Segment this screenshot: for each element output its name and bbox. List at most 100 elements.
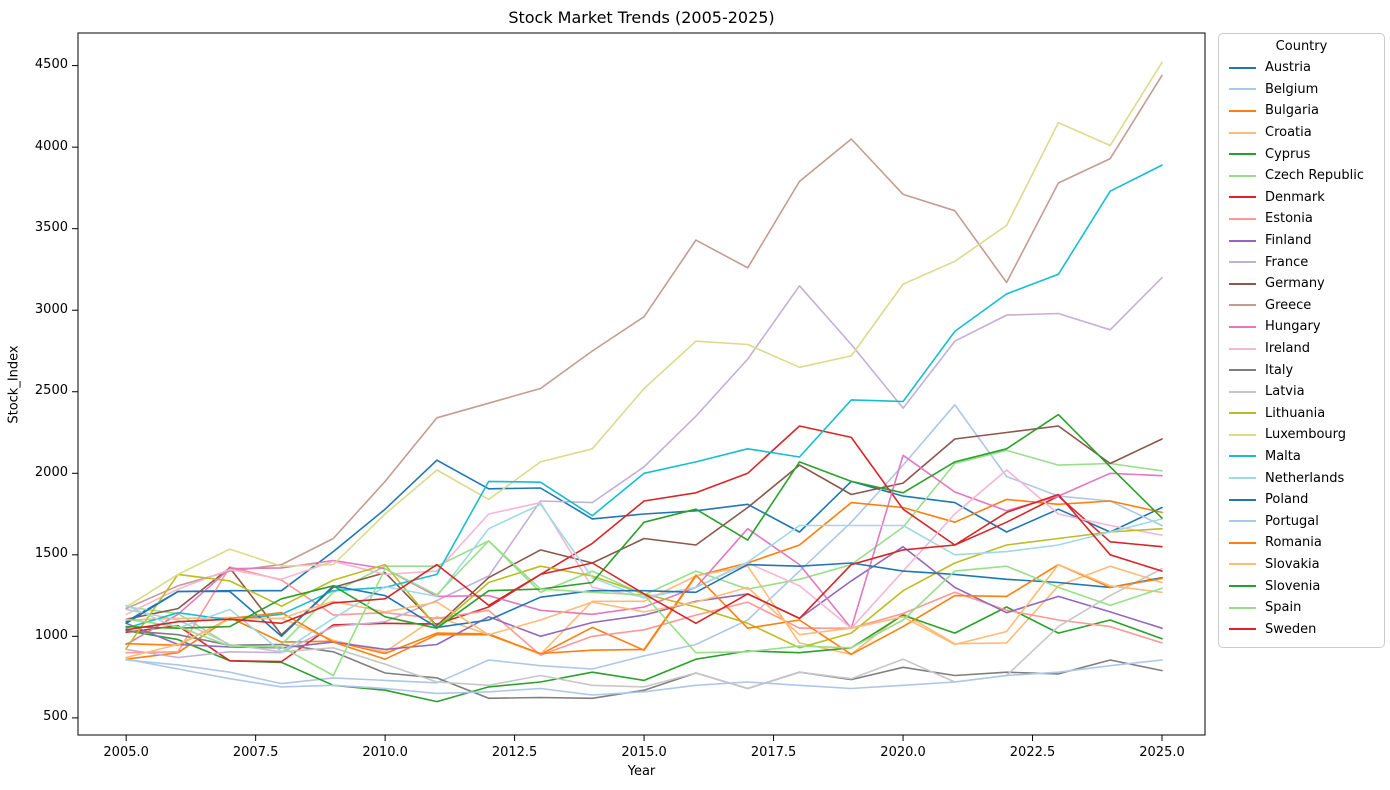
legend-item-luxembourg: Luxembourg <box>1219 424 1384 446</box>
legend-item-portugal: Portugal <box>1219 510 1384 532</box>
chart-title: Stock Market Trends (2005-2025) <box>508 8 775 27</box>
legend-swatch <box>1229 563 1256 566</box>
legend-label: Denmark <box>1265 189 1325 205</box>
legend-label: Lithuania <box>1265 405 1326 421</box>
x-tick-label: 2020.0 <box>880 745 926 760</box>
y-tick-label: 3500 <box>34 220 68 236</box>
series-line-france <box>125 276 1163 659</box>
legend-item-slovenia: Slovenia <box>1219 575 1384 597</box>
legend-swatch <box>1229 304 1256 307</box>
series-line-slovakia <box>125 563 1163 659</box>
legend-item-malta: Malta <box>1219 446 1384 468</box>
series-line-cyprus <box>125 606 1163 703</box>
legend-item-latvia: Latvia <box>1219 381 1384 403</box>
legend-label: Czech Republic <box>1265 168 1364 184</box>
series-line-croatia <box>125 565 1163 656</box>
series-line-hungary <box>125 454 1163 646</box>
legend-item-austria: Austria <box>1219 57 1384 79</box>
x-tick-label: 2007.5 <box>232 745 279 760</box>
x-tick-label: 2015.0 <box>621 745 667 760</box>
legend-label: Bulgaria <box>1265 103 1319 119</box>
legend-label: Latvia <box>1265 384 1305 400</box>
legend-swatch <box>1229 261 1256 264</box>
legend-item-hungary: Hungary <box>1219 316 1384 338</box>
legend-swatch <box>1229 239 1256 242</box>
legend-swatch <box>1229 369 1256 372</box>
x-tick-label: 2005.0 <box>103 745 149 760</box>
legend-swatch <box>1229 606 1256 609</box>
legend-label: Netherlands <box>1265 470 1345 486</box>
legend-swatch <box>1229 347 1256 350</box>
legend-label: Slovenia <box>1265 578 1321 594</box>
legend-item-slovakia: Slovakia <box>1219 554 1384 576</box>
legend-label: Luxembourg <box>1265 427 1347 443</box>
legend-label: Hungary <box>1265 319 1321 335</box>
legend-swatch <box>1229 109 1256 112</box>
series-line-luxembourg <box>125 61 1163 608</box>
legend-swatch <box>1229 628 1256 631</box>
plot-area-spines <box>77 32 1206 736</box>
legend-label: Italy <box>1265 362 1294 378</box>
legend-label: Ireland <box>1265 341 1310 357</box>
legend-item-greece: Greece <box>1219 295 1384 317</box>
legend-swatch <box>1229 174 1256 177</box>
legend-items: Austria Belgium Bulgaria Croatia Cyprus Czech… <box>1219 57 1384 640</box>
legend-label: Austria <box>1265 60 1311 76</box>
legend-swatch <box>1229 585 1256 588</box>
series-line-germany <box>125 425 1163 636</box>
legend-swatch <box>1229 477 1256 480</box>
x-axis-label: Year <box>627 764 656 779</box>
series-line-slovenia <box>125 413 1163 630</box>
x-tick-label: 2025.0 <box>1139 745 1185 760</box>
x-tick-label: 2022.5 <box>1009 745 1056 760</box>
legend-item-spain: Spain <box>1219 597 1384 619</box>
series-line-greece <box>125 74 1163 610</box>
legend-swatch <box>1229 390 1256 393</box>
series-line-finland <box>125 545 1163 651</box>
legend-label: Greece <box>1265 297 1312 313</box>
legend-swatch <box>1229 433 1256 436</box>
legend-title: Country <box>1275 39 1328 54</box>
legend-swatch <box>1229 196 1256 199</box>
legend-item-czech-republic: Czech Republic <box>1219 165 1384 187</box>
legend-label: Croatia <box>1265 125 1312 141</box>
legend-label: France <box>1265 254 1309 270</box>
legend-swatch <box>1229 88 1256 91</box>
legend-item-denmark: Denmark <box>1219 187 1384 209</box>
legend-swatch <box>1229 541 1256 544</box>
legend-label: Poland <box>1265 492 1309 508</box>
x-tick-label: 2010.0 <box>362 745 408 760</box>
y-tick-label: 500 <box>43 709 68 725</box>
series-line-czech-republic <box>125 449 1163 647</box>
y-tick-label: 1500 <box>34 546 68 562</box>
x-tick-label: 2012.5 <box>491 745 538 760</box>
legend-item-italy: Italy <box>1219 359 1384 381</box>
series-line-austria <box>125 459 1163 623</box>
legend-label: Cyprus <box>1265 146 1311 162</box>
legend-swatch <box>1229 520 1256 523</box>
legend-swatch <box>1229 66 1256 69</box>
legend-label: Belgium <box>1265 81 1319 97</box>
legend-item-croatia: Croatia <box>1219 122 1384 144</box>
legend-item-germany: Germany <box>1219 273 1384 295</box>
legend-item-poland: Poland <box>1219 489 1384 511</box>
legend-label: Estonia <box>1265 211 1313 227</box>
legend-swatch <box>1229 217 1256 220</box>
legend-item-cyprus: Cyprus <box>1219 143 1384 165</box>
y-tick-label: 1000 <box>34 627 68 643</box>
legend-label: Portugal <box>1265 513 1319 529</box>
series-line-italy <box>125 629 1163 700</box>
legend-item-france: France <box>1219 251 1384 273</box>
legend-swatch <box>1229 282 1256 285</box>
y-tick-label: 3000 <box>34 301 68 317</box>
legend-item-netherlands: Netherlands <box>1219 467 1384 489</box>
legend-item-sweden: Sweden <box>1219 618 1384 640</box>
series-line-poland <box>125 562 1163 638</box>
y-tick-label: 2000 <box>34 464 68 480</box>
series-line-netherlands <box>125 503 1163 653</box>
legend-label: Germany <box>1265 276 1325 292</box>
legend-label: Spain <box>1265 600 1302 616</box>
y-tick-label: 4500 <box>34 57 68 73</box>
legend-swatch <box>1229 412 1256 415</box>
